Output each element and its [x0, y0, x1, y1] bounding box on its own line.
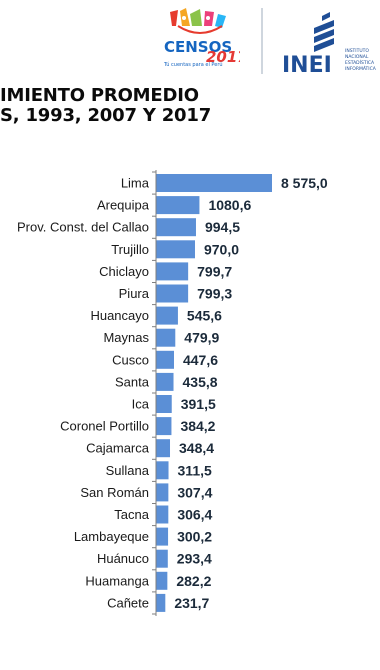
value-label: 479,9	[184, 330, 219, 346]
category-label: Sullana	[106, 463, 150, 478]
inei-name-line2: NACIONAL	[345, 54, 369, 60]
category-label: Ica	[132, 397, 150, 412]
bar	[156, 284, 189, 303]
value-label: 1080,6	[208, 197, 251, 213]
bar	[156, 395, 172, 413]
inei-name-line1: INSTITUTO	[345, 48, 369, 54]
chart-title-line-1: IMIENTO PROMEDIO	[0, 85, 199, 106]
bar	[156, 571, 168, 590]
category-label: Maynas	[103, 330, 149, 345]
value-label: 970,0	[204, 241, 239, 257]
category-label: Cusco	[112, 352, 149, 367]
value-label: 306,4	[177, 507, 212, 523]
category-label: Lambayeque	[74, 529, 149, 544]
bar-chart: Lima 8 575,0 Arequipa 1080,6 Prov. Const. de…	[0, 160, 380, 670]
value-label: 384,2	[180, 418, 215, 434]
bar	[156, 549, 168, 568]
value-label: 447,6	[183, 352, 218, 368]
inei-name-line3: ESTADÍSTICA	[345, 59, 375, 66]
bar	[156, 328, 176, 347]
category-label: Huánuco	[97, 551, 149, 566]
category-label: Tacna	[114, 507, 149, 522]
chart-title: IMIENTO PROMEDIO S, 1993, 2007 Y 2017	[0, 86, 380, 126]
inei-acronym: INEI	[282, 53, 332, 76]
bar	[156, 527, 169, 546]
censos-logo-name: CENSOS	[164, 38, 232, 56]
category-label: Cajamarca	[86, 441, 150, 456]
category-label: Cañete	[107, 595, 149, 610]
inei-logo: INEI INSTITUTO NACIONAL ESTADÍSTICA INFO…	[282, 12, 377, 76]
value-label: 311,5	[178, 462, 212, 478]
bar	[156, 439, 171, 458]
inei-stack-icon	[314, 12, 334, 52]
censos-figures-icon	[170, 8, 226, 34]
value-label: 545,6	[187, 308, 222, 324]
value-label: 307,4	[177, 484, 212, 500]
value-label: 435,8	[183, 374, 218, 390]
category-label: Coronel Portillo	[60, 419, 149, 434]
value-label: 799,7	[197, 263, 232, 279]
value-label: 282,2	[176, 573, 211, 589]
category-label: Huancayo	[90, 308, 149, 323]
censos-logo-tagline: Tú cuentas para el Perú	[163, 61, 223, 68]
value-label: 994,5	[205, 219, 240, 235]
logo-divider	[261, 8, 263, 74]
bar	[156, 174, 272, 192]
bar	[156, 240, 195, 259]
bar	[156, 505, 169, 524]
bar	[156, 461, 169, 480]
bar	[156, 306, 178, 325]
censos-logo: CENSOS 2017 Tú cuentas para el Perú	[163, 8, 240, 68]
category-label: San Román	[80, 485, 149, 500]
value-label: 231,7	[174, 595, 209, 611]
category-label: Huamanga	[85, 573, 149, 588]
value-label: 348,4	[179, 440, 214, 456]
inei-name-line4: INFORMÁTICA	[345, 65, 377, 72]
bar	[156, 372, 174, 391]
category-label: Lima	[121, 176, 150, 191]
bar	[156, 483, 169, 502]
bar	[156, 350, 174, 369]
value-label: 799,3	[197, 286, 232, 302]
bar	[156, 417, 172, 436]
header-logos: CENSOS 2017 Tú cuentas para el Perú INEI…	[0, 0, 380, 82]
category-label: Prov. Const. del Callao	[17, 220, 149, 235]
value-label: 300,2	[177, 529, 212, 545]
category-label: Piura	[119, 286, 150, 301]
category-label: Arequipa	[97, 198, 150, 213]
bar	[156, 218, 196, 237]
category-label: Santa	[115, 374, 150, 389]
bar	[156, 262, 189, 281]
value-label: 8 575,0	[281, 175, 328, 191]
category-label: Trujillo	[111, 242, 149, 257]
bar	[156, 593, 166, 612]
chart-title-line-2: S, 1993, 2007 Y 2017	[0, 105, 212, 126]
value-label: 293,4	[177, 551, 212, 567]
bar-chart-svg: Lima 8 575,0 Arequipa 1080,6 Prov. Const. de…	[17, 170, 328, 616]
censos-logo-year: 2017	[206, 48, 240, 66]
value-label: 391,5	[181, 396, 216, 412]
bar	[156, 196, 200, 215]
category-label: Chiclayo	[99, 264, 149, 279]
